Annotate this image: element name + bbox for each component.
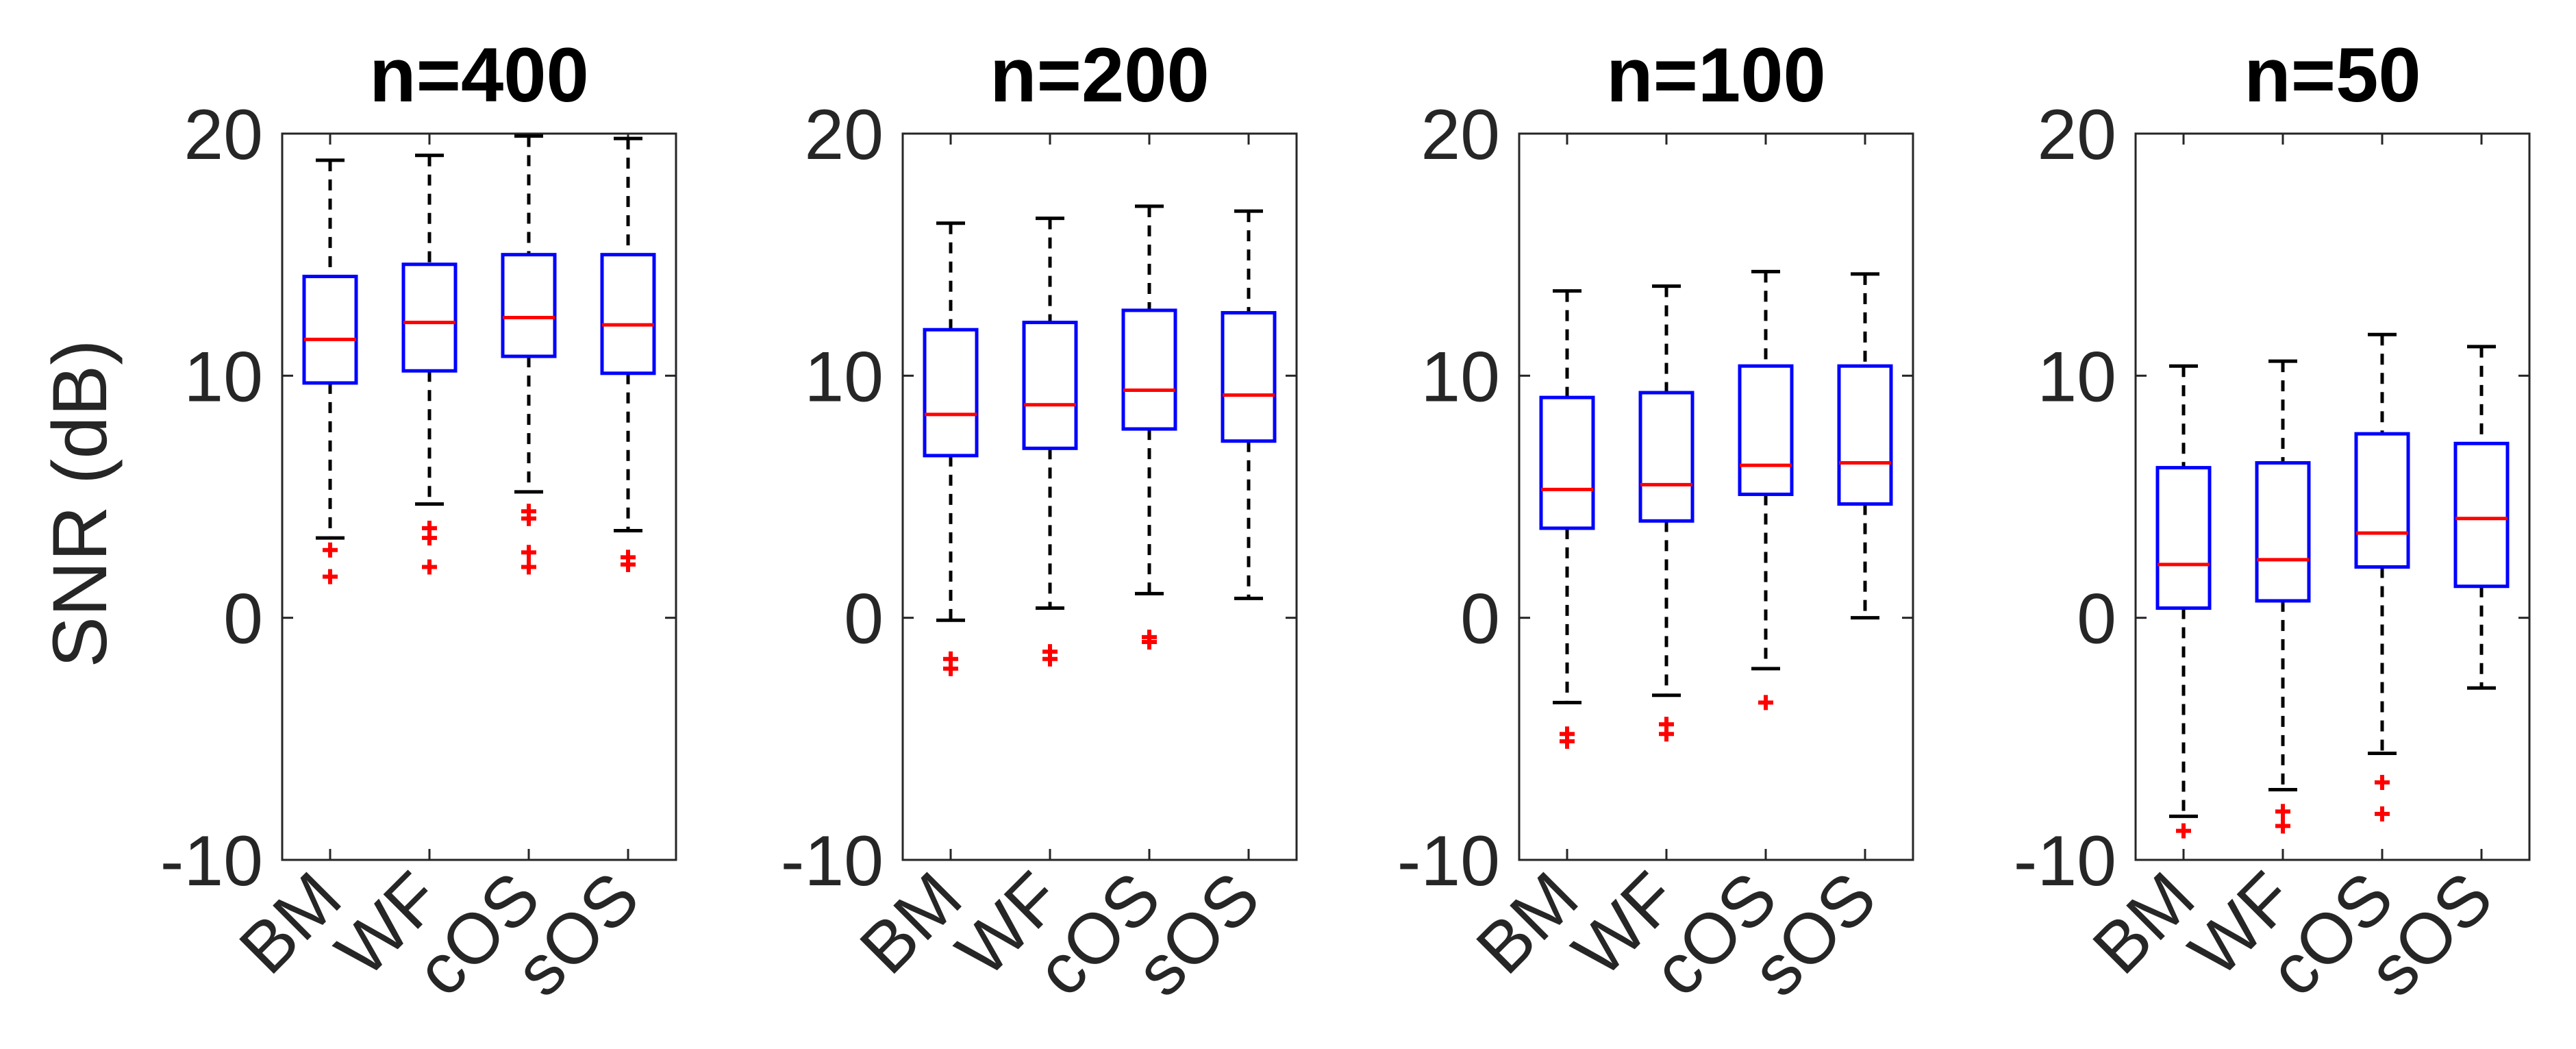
axes-box bbox=[281, 132, 677, 861]
y-tick-label: 0 bbox=[844, 580, 884, 659]
y-tick-label: 10 bbox=[184, 337, 263, 417]
iqr-box bbox=[923, 328, 979, 458]
outlier-marker bbox=[2275, 804, 2290, 819]
panel-title: n=50 bbox=[2244, 32, 2421, 118]
outlier-marker bbox=[2375, 774, 2390, 790]
iqr-box bbox=[2453, 441, 2510, 589]
y-tick-label: 20 bbox=[804, 95, 884, 175]
y-tick-label: -10 bbox=[160, 822, 263, 901]
y-tick-label: -10 bbox=[781, 822, 884, 901]
axes-box bbox=[1518, 132, 1914, 861]
outlier-marker bbox=[2275, 818, 2290, 834]
y-tick-label: 0 bbox=[2077, 580, 2116, 659]
iqr-box bbox=[302, 274, 358, 385]
iqr-box bbox=[1539, 395, 1595, 530]
outlier-marker bbox=[1659, 726, 1674, 742]
outlier-marker bbox=[323, 542, 338, 558]
y-tick-label: 10 bbox=[2037, 337, 2116, 417]
iqr-box bbox=[2155, 466, 2212, 610]
iqr-box bbox=[1121, 308, 1177, 431]
outlier-marker bbox=[1758, 695, 1773, 711]
outlier-marker bbox=[1042, 651, 1058, 667]
y-tick-label: 0 bbox=[223, 580, 263, 659]
iqr-box bbox=[401, 262, 458, 373]
y-tick-label: 10 bbox=[804, 337, 884, 417]
iqr-box bbox=[1738, 364, 1794, 496]
iqr-box bbox=[600, 253, 656, 375]
y-tick-label: 20 bbox=[184, 95, 263, 175]
iqr-box bbox=[2255, 461, 2311, 603]
axes-box bbox=[901, 132, 1298, 861]
outlier-marker bbox=[521, 545, 536, 560]
panels-group: n=400-1001020BMWFcOSsOSn=200-1001020BMWF… bbox=[160, 32, 2531, 1011]
panel-title: n=400 bbox=[369, 32, 589, 118]
y-tick-label: 10 bbox=[1421, 337, 1500, 417]
x-tick-label-sOS: sOS bbox=[1737, 857, 1891, 1011]
iqr-box bbox=[1837, 364, 1893, 506]
outlier-marker bbox=[422, 530, 437, 546]
iqr-box bbox=[501, 253, 557, 358]
x-tick-label-sOS: sOS bbox=[500, 857, 654, 1011]
x-tick-label-sOS: sOS bbox=[2353, 857, 2508, 1011]
outlier-marker bbox=[1560, 733, 1575, 749]
iqr-box bbox=[1638, 391, 1695, 523]
y-axis-label: SNR (dB) bbox=[37, 339, 123, 667]
y-tick-label: -10 bbox=[1397, 822, 1500, 901]
outlier-marker bbox=[323, 569, 338, 584]
y-tick-label: 0 bbox=[1460, 580, 1500, 659]
iqr-box bbox=[1022, 321, 1078, 450]
panel-title: n=100 bbox=[1606, 32, 1826, 118]
outlier-marker bbox=[2375, 806, 2390, 822]
outlier-marker bbox=[1142, 634, 1157, 650]
iqr-box bbox=[2354, 432, 2410, 569]
axes-box bbox=[2134, 132, 2531, 861]
panel-title: n=200 bbox=[990, 32, 1210, 118]
y-tick-label: -10 bbox=[2014, 822, 2116, 901]
x-tick-label-sOS: sOS bbox=[1121, 857, 1275, 1011]
y-tick-label: 20 bbox=[1421, 95, 1500, 175]
outlier-marker bbox=[621, 556, 636, 572]
outlier-marker bbox=[521, 510, 536, 526]
outlier-marker bbox=[2176, 823, 2191, 839]
y-tick-label: 20 bbox=[2037, 95, 2116, 175]
outlier-marker bbox=[943, 661, 958, 676]
outlier-marker bbox=[422, 559, 437, 575]
iqr-box bbox=[1221, 310, 1277, 443]
outlier-marker bbox=[521, 559, 536, 575]
